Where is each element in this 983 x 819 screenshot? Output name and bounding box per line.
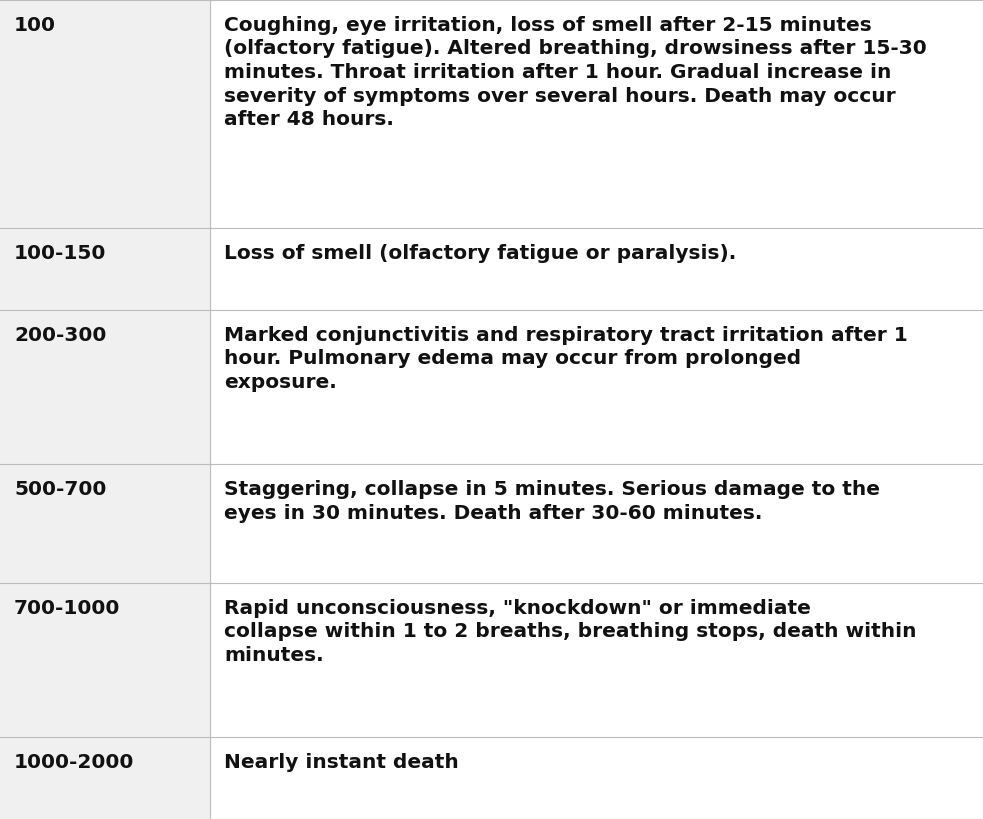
Bar — [210, 582, 983, 737]
Bar — [0, 310, 210, 464]
Bar — [210, 737, 983, 819]
Bar — [210, 228, 983, 310]
Text: 200-300: 200-300 — [14, 326, 106, 345]
Text: 100-150: 100-150 — [14, 244, 106, 263]
Text: Coughing, eye irritation, loss of smell after 2-15 minutes
(olfactory fatigue). : Coughing, eye irritation, loss of smell … — [224, 16, 927, 129]
Text: Rapid unconsciousness, "knockdown" or immediate
collapse within 1 to 2 breaths, : Rapid unconsciousness, "knockdown" or im… — [224, 599, 916, 664]
Bar — [210, 310, 983, 464]
Bar — [0, 737, 210, 819]
Bar — [0, 464, 210, 582]
Text: 1000-2000: 1000-2000 — [14, 753, 135, 772]
Text: Staggering, collapse in 5 minutes. Serious damage to the
eyes in 30 minutes. Dea: Staggering, collapse in 5 minutes. Serio… — [224, 481, 880, 523]
Text: 100: 100 — [14, 16, 56, 35]
Text: Loss of smell (olfactory fatigue or paralysis).: Loss of smell (olfactory fatigue or para… — [224, 244, 736, 263]
Bar — [0, 228, 210, 310]
Bar — [210, 464, 983, 582]
Bar — [0, 582, 210, 737]
Bar — [0, 0, 210, 228]
Bar — [210, 0, 983, 228]
Text: Marked conjunctivitis and respiratory tract irritation after 1
hour. Pulmonary e: Marked conjunctivitis and respiratory tr… — [224, 326, 907, 391]
Text: Nearly instant death: Nearly instant death — [224, 753, 459, 772]
Text: 500-700: 500-700 — [14, 481, 106, 500]
Text: 700-1000: 700-1000 — [14, 599, 120, 618]
